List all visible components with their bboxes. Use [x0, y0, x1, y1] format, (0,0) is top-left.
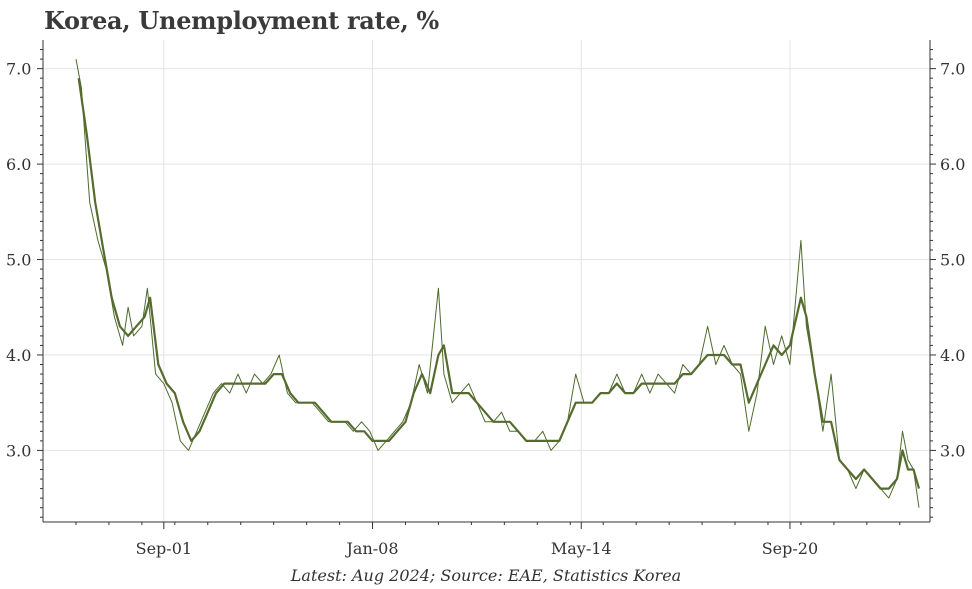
y-tick-label-left: 5.0 [6, 251, 31, 270]
axes: 3.0 3.0 4.0 4.0 5.0 5.0 6.0 6.0 7.0 7.0 Sep-01 Jan-… [6, 40, 965, 558]
y-tick-label-right: 6.0 [940, 155, 965, 174]
y-tick-label-right: 4.0 [940, 346, 965, 365]
x-tick-label: Jan-08 [345, 539, 399, 558]
x-tick-label: Sep-01 [136, 539, 192, 558]
y-tick-label-left: 7.0 [6, 60, 31, 79]
y-tick-label-left: 6.0 [6, 155, 31, 174]
series-line-raw [75, 59, 920, 508]
y-tick-label-left: 4.0 [6, 346, 31, 365]
x-tick-label: May-14 [551, 539, 612, 558]
chart-title: Korea, Unemployment rate, % [44, 6, 439, 35]
x-tick-label: Sep-20 [762, 539, 818, 558]
series-layer [75, 59, 921, 508]
series-line-smoothed [77, 78, 921, 490]
y-tick-label-right: 3.0 [940, 441, 965, 460]
y-tick-label-right: 5.0 [940, 251, 965, 270]
source-note: Latest: Aug 2024; Source: EAE, Statistic… [290, 566, 682, 585]
y-tick-label-left: 3.0 [6, 441, 31, 460]
y-tick-label-right: 7.0 [940, 60, 965, 79]
